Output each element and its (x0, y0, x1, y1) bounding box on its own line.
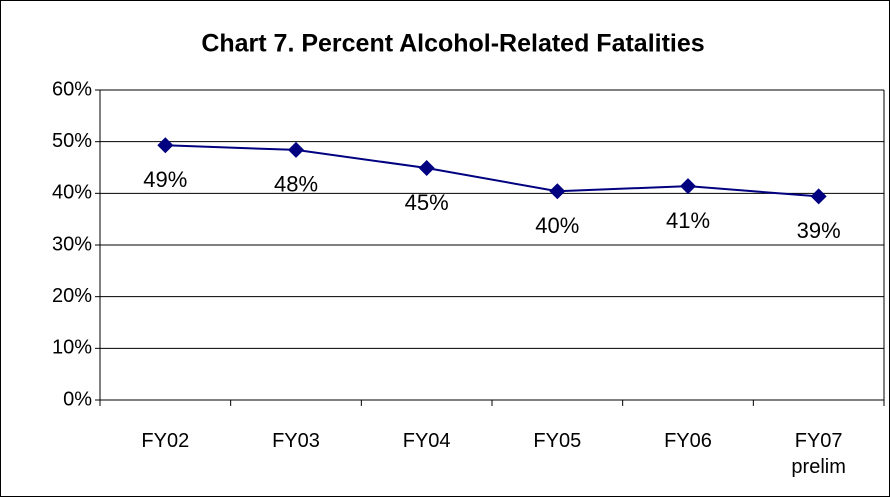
data-marker (157, 137, 174, 154)
data-marker (549, 183, 566, 200)
data-label: 48% (274, 172, 318, 197)
data-label: 41% (666, 208, 710, 233)
y-tick-label: 60% (52, 78, 92, 100)
data-label: 39% (797, 218, 841, 243)
y-tick-label: 30% (52, 233, 92, 255)
data-line (165, 144, 819, 198)
data-marker (418, 160, 435, 177)
x-tick-label: FY06 (664, 430, 712, 452)
y-tick-label: 50% (52, 130, 92, 152)
x-tick-label: FY03 (272, 430, 320, 452)
data-marker (680, 178, 696, 195)
chart-title: Chart 7. Percent Alcohol-Related Fatalit… (201, 30, 704, 58)
y-tick-label: 0% (63, 388, 92, 410)
data-label: 45% (405, 190, 449, 215)
x-tick-label: FY07 prelim (791, 430, 846, 478)
y-tick-label: 20% (52, 285, 92, 307)
data-label: 40% (535, 213, 579, 238)
x-tick-label: FY02 (141, 430, 190, 452)
x-tick-label: FY05 (533, 430, 582, 452)
y-tick-label: 40% (52, 182, 92, 204)
data-marker (810, 188, 827, 205)
data-label: 49% (143, 167, 187, 192)
x-tick-label: FY04 (402, 430, 451, 452)
data-marker (288, 141, 304, 158)
y-tick-label: 10% (52, 337, 92, 359)
